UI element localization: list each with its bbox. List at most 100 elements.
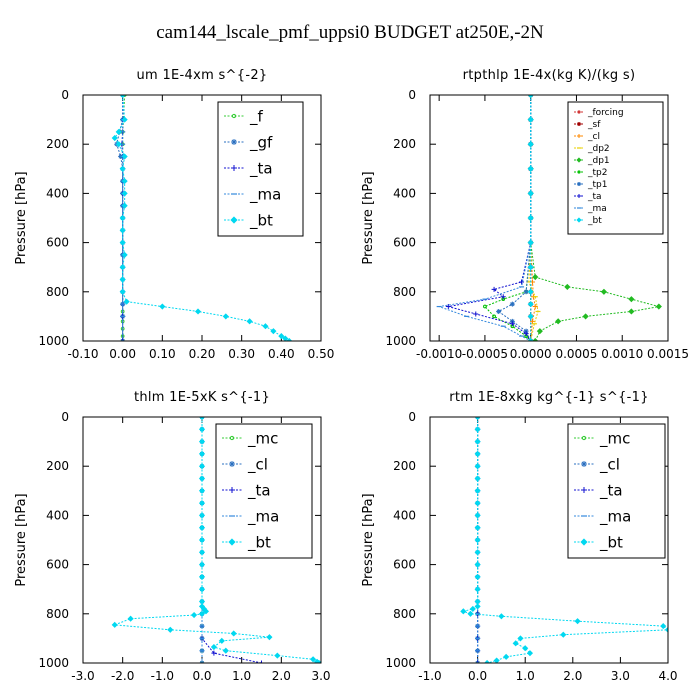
legend-entry: _bt xyxy=(222,533,271,552)
x-tick-label: 1.0 xyxy=(232,669,251,683)
legend-label: _tp2 xyxy=(587,168,607,178)
data-point xyxy=(527,239,534,246)
data-point xyxy=(194,308,202,315)
data-point xyxy=(532,337,539,341)
x-tick-label: 0.50 xyxy=(308,347,335,361)
data-point xyxy=(492,314,496,319)
data-point xyxy=(262,323,269,330)
data-point xyxy=(119,95,126,99)
x-tick-label: 0.0 xyxy=(468,669,487,683)
legend-swatch-marker xyxy=(577,122,581,126)
data-point xyxy=(536,328,543,335)
y-tick-label: 400 xyxy=(393,186,416,200)
panel-title: thlm 1E-5xK s^{-1} xyxy=(134,390,270,405)
legend-label: _sf xyxy=(587,120,601,130)
data-point xyxy=(202,608,210,615)
data-point xyxy=(218,637,225,644)
data-point xyxy=(475,660,481,663)
legend-swatch-marker xyxy=(229,461,235,467)
x-tick-label: -2.0 xyxy=(111,669,134,683)
x-tick-label: 0.20 xyxy=(189,347,216,361)
data-point xyxy=(222,647,229,654)
legend-label: _cl xyxy=(599,455,620,474)
y-tick-label: 600 xyxy=(46,558,69,572)
data-point xyxy=(191,611,198,619)
legend-entry: _gf xyxy=(224,133,273,152)
data-point xyxy=(474,561,481,568)
legend-label: _mc xyxy=(247,429,278,448)
legend-swatch-marker xyxy=(229,487,235,493)
legend-label: _ma xyxy=(599,507,631,526)
legend-swatch-marker xyxy=(581,487,587,493)
legend-entry: _cl xyxy=(222,455,268,474)
plot-frame xyxy=(82,416,322,664)
data-point xyxy=(198,549,206,556)
data-point xyxy=(198,475,206,482)
data-point xyxy=(560,631,567,638)
data-point xyxy=(198,573,206,580)
series-bt xyxy=(111,95,293,341)
y-tick-label: 400 xyxy=(393,508,416,522)
data-point xyxy=(198,417,206,421)
data-point xyxy=(119,214,126,222)
data-point xyxy=(484,659,491,663)
data-point xyxy=(111,134,118,142)
legend-box xyxy=(567,101,664,235)
y-axis-label: Pressure [hPa] xyxy=(14,493,29,586)
figure-title: cam144_lscale_pmf_uppsi0 BUDGET at250E,-… xyxy=(156,22,544,43)
y-axis-label: Pressure [hPa] xyxy=(361,171,376,264)
legend-entry: _dp2 xyxy=(574,144,610,154)
data-point xyxy=(522,645,529,652)
series-bt xyxy=(460,417,668,663)
y-tick-label: 600 xyxy=(393,236,416,250)
data-point xyxy=(527,190,534,197)
legend-entry: _dp1 xyxy=(574,156,610,166)
data-point xyxy=(127,615,134,622)
data-point xyxy=(198,487,206,494)
data-point xyxy=(600,288,607,295)
data-point xyxy=(564,283,571,290)
data-point xyxy=(469,605,476,612)
x-tick-label: 3.0 xyxy=(611,669,630,683)
plot-area xyxy=(436,95,662,341)
x-tick-label: 0.40 xyxy=(268,347,295,361)
data-point xyxy=(123,298,130,305)
data-point xyxy=(270,328,277,335)
legend-swatch-marker xyxy=(577,110,581,114)
data-point xyxy=(198,561,206,568)
data-point xyxy=(286,337,293,341)
plot-frame xyxy=(82,94,322,342)
y-tick-label: 1000 xyxy=(38,334,69,348)
data-point xyxy=(230,630,237,637)
data-point xyxy=(198,426,206,433)
legend-swatch-marker xyxy=(576,217,582,223)
legend-entry: _ta xyxy=(574,192,602,202)
legend-label: _ta xyxy=(587,192,602,202)
data-point xyxy=(198,586,206,593)
data-point xyxy=(474,500,481,507)
data-point xyxy=(167,626,174,633)
data-point xyxy=(509,301,515,307)
legend-entry: _tp1 xyxy=(574,180,607,190)
y-tick-label: 200 xyxy=(46,459,69,473)
chart-panel-3: thlm 1E-5xK s^{-1} Pressure [hPa] 0 200 400 6… xyxy=(14,390,331,683)
legend-label: _gf xyxy=(249,133,273,152)
data-point xyxy=(474,586,481,593)
x-tick-label: -1.0 xyxy=(418,669,441,683)
plot-frame xyxy=(429,94,669,342)
data-point xyxy=(530,318,536,324)
panel-title: um 1E-4xm s^{-2} xyxy=(137,68,268,83)
data-point xyxy=(474,487,481,494)
x-tick-label: 0.0015 xyxy=(647,347,689,361)
series-line xyxy=(438,95,532,341)
legend-label: _bt xyxy=(599,533,623,552)
data-point xyxy=(664,626,668,633)
legend-label: _bt xyxy=(587,216,602,226)
x-tick-label: 0.0010 xyxy=(601,347,643,361)
legend-label: _bt xyxy=(249,211,273,230)
chart-panel-2: rtpthlp 1E-4x(kg K)/(kg s) Pressure [hPa]… xyxy=(361,68,689,361)
data-point xyxy=(527,95,534,99)
chart-panel-4: rtm 1E-8xkg kg^{-1} s^{-1} Pressure [hPa]… xyxy=(361,390,678,683)
data-point xyxy=(483,304,487,309)
legend-label: _f xyxy=(249,107,264,126)
